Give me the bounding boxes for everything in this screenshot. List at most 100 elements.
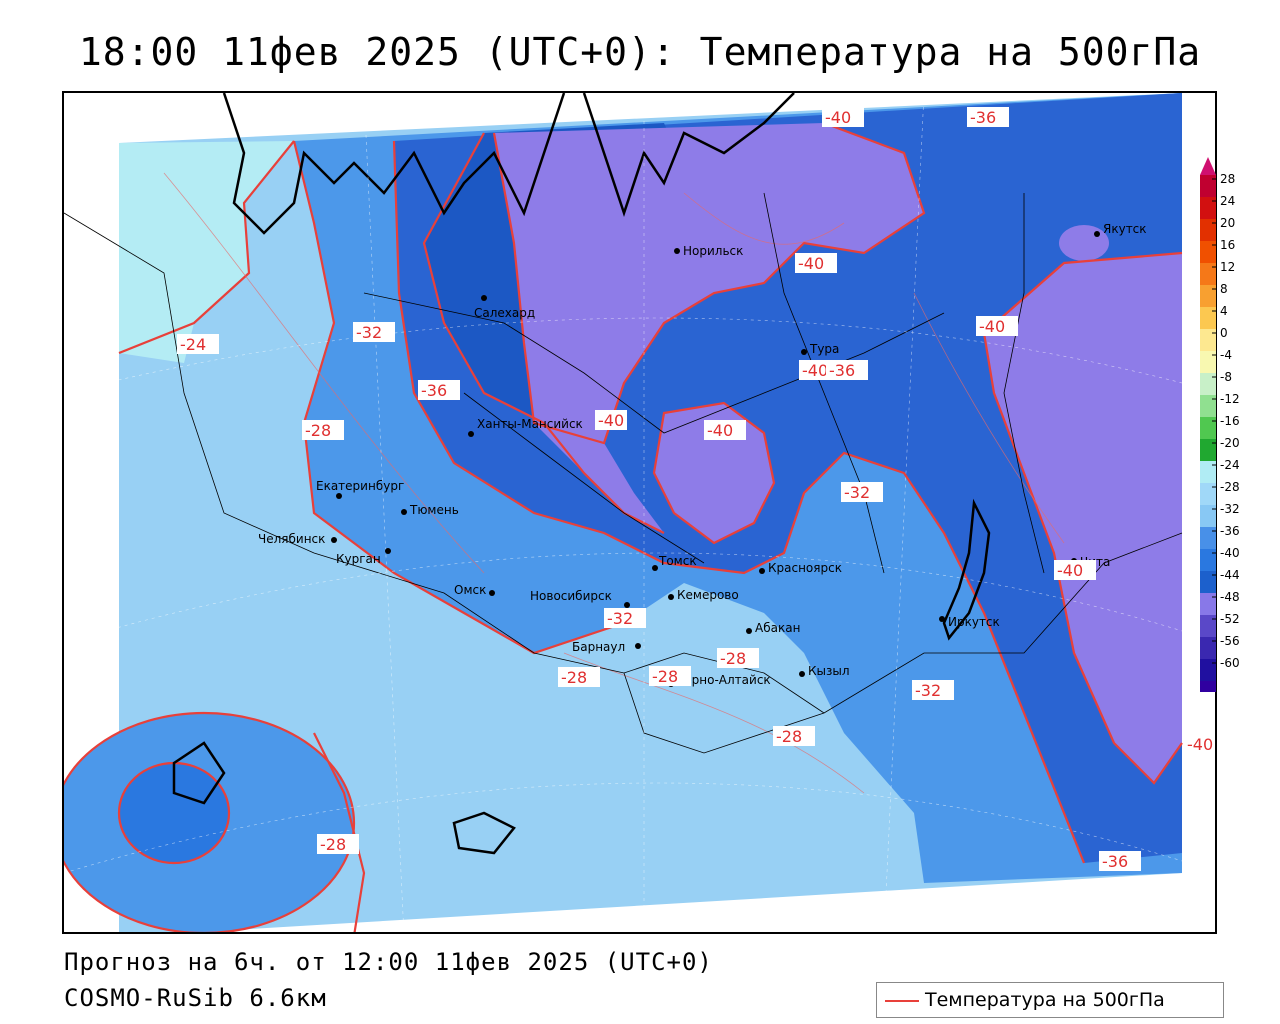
contour-label: -40: [822, 107, 864, 127]
svg-text:-32: -32: [844, 483, 870, 502]
colorbar-swatch: [1200, 197, 1216, 219]
city-kemerovo: Кемерово: [668, 588, 739, 602]
svg-text:Тюмень: Тюмень: [409, 503, 459, 517]
contour-label: -40: [595, 410, 627, 430]
svg-text:-40: -40: [1057, 561, 1083, 580]
map-canvas: Норильск Салехард Якутск Тура Ханты-Манс…: [64, 93, 1215, 932]
svg-text:Иркутск: Иркутск: [948, 615, 1000, 629]
contour-label: -40: [976, 316, 1018, 336]
svg-text:Екатеринбург: Екатеринбург: [316, 479, 404, 493]
colorbar-swatch: [1200, 329, 1216, 351]
svg-text:-36: -36: [829, 361, 855, 380]
colorbar-swatch: [1200, 351, 1216, 373]
city-yakutsk: Якутск: [1094, 222, 1147, 237]
forecast-info: Прогноз на 6ч. от 12:00 11фев 2025 (UTC+…: [64, 948, 713, 976]
svg-text:-40: -40: [979, 317, 1005, 336]
svg-text:Норильск: Норильск: [683, 244, 743, 258]
contour-label: -36: [1099, 851, 1141, 871]
city-norilsk: Норильск: [674, 244, 743, 258]
colorbar-svg: 28 24 20 16 12 8 4 0 -4 -8 -12 -16 -20 -24 -28 -32 -36 -4…: [1200, 157, 1240, 721]
colorbar-tick-label: 24: [1220, 194, 1235, 208]
city-omsk: Омск: [454, 583, 495, 597]
contour-minus-40-east: [982, 251, 1183, 785]
svg-text:Курган: Курган: [336, 552, 381, 566]
svg-text:-40: -40: [825, 108, 851, 127]
svg-text:-28: -28: [720, 649, 746, 668]
contour-label: -40: [704, 420, 746, 440]
city-novosibirsk: Новосибирск: [530, 589, 630, 608]
zone-minus-44-north: [494, 123, 924, 533]
svg-text:-24: -24: [180, 335, 206, 354]
colorbar-swatch: [1200, 637, 1216, 659]
contour-label: -40: [1054, 560, 1096, 580]
contour-label: -32: [841, 482, 883, 502]
zone-minus-44-east: [984, 253, 1182, 783]
contour-minus-40-north: [492, 121, 926, 445]
zone-minus-36-sw: [119, 763, 229, 863]
svg-text:Кемерово: Кемерово: [677, 588, 739, 602]
svg-text:-40: -40: [798, 254, 824, 273]
colorbar-tick-label: -52: [1220, 612, 1240, 626]
contour-value-labels: -40 -36 -40 -40 -40 -32 -24 -36 -28 -40 …: [177, 107, 1215, 871]
colorbar-swatch: [1200, 307, 1216, 329]
legend-line-swatch: [885, 1000, 919, 1002]
svg-text:-28: -28: [561, 668, 587, 687]
svg-text:-36: -36: [1102, 852, 1128, 871]
contour-minus-36: [422, 132, 665, 534]
colorbar-tick-label: -56: [1220, 634, 1240, 648]
contour-label: -36: [967, 107, 1009, 127]
colorbar-swatch: [1200, 615, 1216, 637]
colorbar-tick-label: 8: [1220, 282, 1228, 296]
svg-text:-40: -40: [802, 361, 828, 380]
svg-text:Тура: Тура: [809, 342, 839, 356]
svg-text:-32: -32: [607, 609, 633, 628]
colorbar-swatch: [1200, 681, 1216, 703]
colorbar-tick-label: -28: [1220, 480, 1240, 494]
svg-text:-40: -40: [1187, 735, 1213, 754]
contour-label: -28: [302, 420, 344, 440]
model-name: COSMO-RuSib 6.6км: [64, 984, 327, 1012]
svg-text:Челябинск: Челябинск: [258, 532, 325, 546]
contour-label: -36: [418, 380, 460, 400]
colorbar-tick-label: 16: [1220, 238, 1235, 252]
contour-label: -32: [912, 680, 954, 700]
svg-text:Новосибирск: Новосибирск: [530, 589, 612, 603]
city-kurgan: Курган: [336, 548, 391, 566]
temperature-contours: [64, 121, 1183, 932]
contour-minus-32-sw: [64, 711, 356, 932]
colorbar-swatch: [1200, 285, 1216, 307]
colorbar-tick-label: -44: [1220, 568, 1240, 582]
borders: [64, 192, 1183, 754]
colorbar-tick-label: -60: [1220, 656, 1240, 670]
svg-text:-40: -40: [707, 421, 733, 440]
colorbar-top-arrow: [1200, 157, 1216, 175]
colorbar-tick-label: 0: [1220, 326, 1228, 340]
city-kyzyl: Кызыл: [799, 664, 850, 678]
colorbar-swatch: [1200, 241, 1216, 263]
city-barnaul: Барнаул: [572, 640, 641, 654]
colorbar-swatch: [1200, 659, 1216, 681]
city-salekhard: Салехард: [474, 295, 535, 320]
city-irkutsk: Иркутск: [939, 615, 1000, 629]
colorbar-swatch: [1200, 219, 1216, 241]
legend-label: Температура на 500гПа: [925, 989, 1165, 1011]
contour-label: -36: [826, 360, 868, 380]
city-chelyabinsk: Челябинск: [258, 532, 337, 546]
colorbar-tick-label: -24: [1220, 458, 1240, 472]
contour-label: -28: [558, 667, 600, 687]
colorbar-tick-label: -40: [1220, 546, 1240, 560]
svg-text:-28: -28: [320, 835, 346, 854]
colorbar: 28 24 20 16 12 8 4 0 -4 -8 -12 -16 -20 -24 -28 -32 -36 -4…: [1200, 157, 1270, 721]
svg-text:Салехард: Салехард: [474, 306, 535, 320]
svg-text:-36: -36: [421, 381, 447, 400]
contour-label: -28: [717, 648, 759, 668]
contour-minus-28: [292, 140, 625, 655]
colorbar-swatch: [1200, 263, 1216, 285]
svg-text:Красноярск: Красноярск: [768, 561, 842, 575]
temperature-map[interactable]: Норильск Салехард Якутск Тура Ханты-Манс…: [62, 91, 1217, 934]
contour-label: -28: [773, 726, 815, 746]
svg-text:Горно-Алтайск: Горно-Алтайск: [677, 673, 771, 687]
contour-minus-24: [118, 140, 295, 355]
colorbar-swatch: [1200, 461, 1216, 483]
colorbar-swatch: [1200, 505, 1216, 527]
